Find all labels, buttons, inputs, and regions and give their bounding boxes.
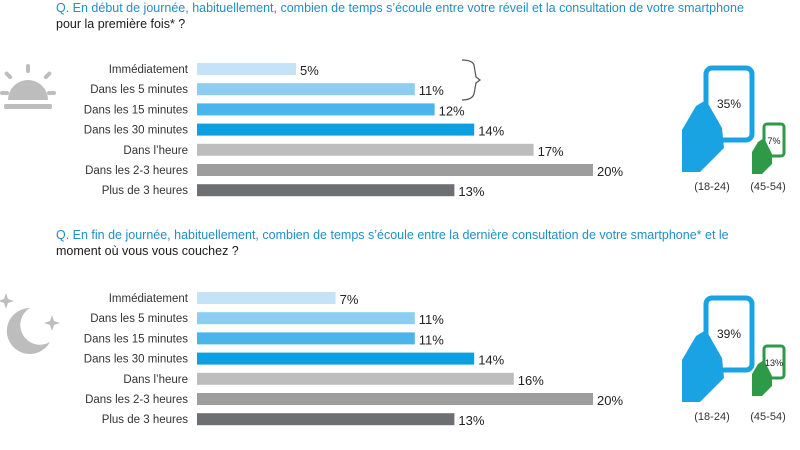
moon-stars-icon (0, 293, 60, 354)
age-group-value-young: 39% (717, 327, 741, 341)
category-label: Plus de 3 heures (102, 185, 189, 197)
value-label: 20% (597, 393, 623, 408)
question-2-line-1: Q. En fin de journée, habituellement, co… (56, 228, 729, 242)
bar (197, 63, 296, 75)
category-label: Dans les 2-3 heures (85, 394, 188, 406)
hand-icon-older (752, 138, 772, 174)
bar (197, 123, 475, 136)
bar (197, 413, 455, 426)
age-group-label-young: (18-24) (694, 411, 729, 423)
category-label: Dans l’heure (123, 374, 188, 386)
category-label: Dans les 30 minutes (84, 125, 188, 137)
category-label: Dans les 30 minutes (84, 354, 188, 366)
category-label: Dans l’heure (123, 145, 188, 157)
value-label: 20% (597, 164, 623, 179)
hand-icon-young (682, 330, 724, 402)
category-label: Dans les 5 minutes (90, 84, 188, 96)
category-label: Dans les 15 minutes (84, 104, 188, 116)
bar (197, 184, 455, 197)
hand-icon-older (752, 360, 772, 396)
bar (197, 83, 415, 96)
bar (197, 332, 415, 345)
bar (197, 292, 336, 304)
value-label: 11% (419, 83, 444, 98)
bar (197, 312, 415, 325)
age-group-value-older: 7% (767, 136, 780, 146)
bar (197, 103, 435, 116)
bar (197, 393, 593, 405)
bracket-decoration (461, 59, 481, 101)
question-1-line-2: pour la première fois* ? (56, 17, 186, 31)
value-label: 14% (478, 124, 504, 139)
age-group-value-older: 13% (765, 358, 783, 368)
category-label: Immédiatement (109, 64, 189, 76)
value-label: 13% (458, 184, 484, 199)
value-label: 12% (439, 103, 465, 118)
question-2-line-2: moment où vous vous couchez ? (56, 244, 239, 258)
question-1-line-1: Q. En début de journée, habituellement, … (56, 1, 744, 15)
category-label: Dans les 15 minutes (84, 333, 188, 345)
category-label: Immédiatement (109, 293, 189, 305)
value-label: 16% (518, 373, 544, 388)
value-label: 5% (300, 63, 319, 78)
bar (197, 143, 534, 156)
bar (197, 164, 593, 176)
bar (197, 372, 514, 385)
sunrise-icon (0, 64, 56, 109)
value-label: 17% (538, 144, 564, 159)
hand-icon-young (682, 100, 724, 172)
question-1: Q. En début de journée, habituellement, … (56, 0, 744, 32)
value-label: 14% (478, 353, 504, 368)
category-label: Dans les 2-3 heures (85, 165, 188, 177)
value-label: 7% (340, 292, 359, 307)
age-group-label-older: (45-54) (750, 181, 785, 193)
value-label: 11% (419, 312, 444, 327)
age-group-label-older: (45-54) (750, 411, 785, 423)
category-label: Plus de 3 heures (102, 414, 189, 426)
value-label: 13% (458, 413, 484, 428)
value-label: 11% (419, 332, 444, 347)
category-label: Dans les 5 minutes (90, 313, 188, 325)
age-group-label-young: (18-24) (694, 181, 729, 193)
question-2: Q. En fin de journée, habituellement, co… (56, 227, 729, 259)
age-group-value-young: 35% (717, 97, 741, 111)
bar (197, 352, 475, 365)
